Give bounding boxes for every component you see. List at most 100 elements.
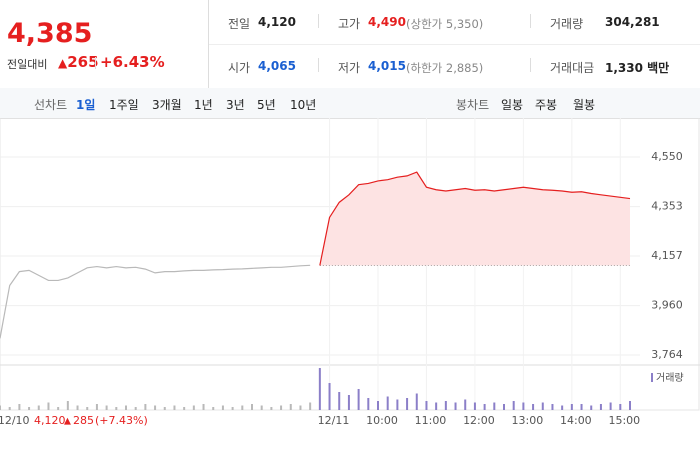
up-icon: ▲ xyxy=(64,417,71,427)
tab-label: 선차트 xyxy=(34,98,68,112)
price-line xyxy=(0,264,311,339)
divider xyxy=(208,0,209,88)
y-tick-label: 4,353 xyxy=(651,200,683,213)
change: ▲265 xyxy=(58,53,99,71)
stat-value: 4,490 xyxy=(368,15,406,29)
x-tick-label: 10:00 xyxy=(366,414,398,427)
legend-marker xyxy=(651,373,653,382)
volume-bar xyxy=(231,407,234,410)
stat-label: 거래대금 xyxy=(550,61,595,75)
stat-value: 1,330 백만 xyxy=(605,61,670,75)
volume-bar xyxy=(357,389,360,410)
period-tab[interactable]: 1일 xyxy=(76,98,96,112)
volume-bar xyxy=(347,395,350,410)
volume-bar xyxy=(561,405,564,410)
volume-bar xyxy=(599,404,602,410)
divider xyxy=(209,44,700,45)
y-tick-label: 3,960 xyxy=(651,299,683,312)
volume-bar xyxy=(619,404,622,410)
period-tab[interactable]: 5년 xyxy=(257,98,276,112)
candle-tab[interactable]: 월봉 xyxy=(573,98,596,112)
price-line xyxy=(319,171,631,266)
volume-bar xyxy=(503,404,505,410)
x-tick-label: 12:00 xyxy=(463,414,495,427)
x-tick-label: 15:00 xyxy=(608,414,640,427)
candle-tab[interactable]: 주봉 xyxy=(535,98,558,112)
volume-bar xyxy=(28,407,31,410)
period-tab[interactable]: 3년 xyxy=(226,98,245,112)
volume-bar xyxy=(115,407,118,410)
volume-bar xyxy=(377,401,379,410)
divider xyxy=(95,57,96,69)
volume-bar xyxy=(221,405,224,410)
volume-bar xyxy=(483,404,486,410)
volume-bar xyxy=(154,405,157,410)
stat-label: 거래량 xyxy=(550,17,584,31)
volume-bar xyxy=(493,402,496,410)
volume-bar xyxy=(260,405,263,410)
change-label: 전일대비 xyxy=(7,58,48,71)
footer-price: 4,120 xyxy=(34,414,66,427)
period-tab[interactable]: 3개월 xyxy=(152,98,182,112)
divider xyxy=(530,58,531,72)
stat-value: 4,065 xyxy=(258,59,296,73)
volume-bar xyxy=(163,407,166,410)
volume-bar xyxy=(125,405,127,410)
divider xyxy=(318,58,319,72)
volume-bar xyxy=(202,404,205,410)
volume-bar xyxy=(76,405,79,410)
volume-bar xyxy=(66,401,69,410)
volume-bar xyxy=(183,407,186,410)
stat-note: (상한가 5,350) xyxy=(406,17,484,31)
volume-bar xyxy=(473,402,476,410)
volume-bar xyxy=(532,404,535,410)
stat-label: 전일 xyxy=(228,17,251,31)
period-tab[interactable]: 10년 xyxy=(290,98,317,112)
stat-note: (하한가 2,885) xyxy=(406,61,484,75)
period-tab[interactable]: 1주일 xyxy=(109,98,139,112)
volume-bar xyxy=(415,393,418,410)
volume-bar xyxy=(328,383,331,410)
volume-bar xyxy=(629,401,631,410)
volume-bar xyxy=(609,402,612,410)
stat-label: 고가 xyxy=(338,17,361,31)
candle-tab[interactable]: 일봉 xyxy=(501,98,524,112)
y-tick-label: 3,764 xyxy=(651,348,683,361)
volume-bar xyxy=(47,402,50,410)
volume-bar xyxy=(299,405,302,410)
volume-bar xyxy=(173,405,176,410)
volume-bar xyxy=(289,404,292,410)
divider xyxy=(530,14,531,28)
change-value: 265 xyxy=(67,53,99,71)
volume-bar xyxy=(522,402,525,410)
volume-bar xyxy=(251,404,253,410)
period-tab[interactable]: 1년 xyxy=(194,98,213,112)
volume-bar xyxy=(192,405,195,410)
volume-bar xyxy=(570,404,573,410)
area xyxy=(319,172,630,266)
footer-change: 285 xyxy=(73,414,94,427)
x-tick-label: 12/10 xyxy=(0,414,30,427)
volume-bar xyxy=(338,392,341,410)
x-tick-label: 12/11 xyxy=(318,414,350,427)
chart: 4,120 ▲ 285 (+7.43%) 3,764 3,960 4,157 4,35… xyxy=(0,118,700,427)
price: 4,385 xyxy=(7,18,93,49)
stat-value: 304,281 xyxy=(605,15,660,29)
stat-value: 4,120 xyxy=(258,15,296,29)
up-icon: ▲ xyxy=(58,56,68,70)
volume-bar xyxy=(309,402,312,410)
x-tick-label: 11:00 xyxy=(415,414,447,427)
y-tick-label: 4,550 xyxy=(651,150,683,163)
volume-bar xyxy=(541,402,544,410)
divider xyxy=(318,14,319,28)
x-tick-label: 14:00 xyxy=(560,414,592,427)
volume-bar xyxy=(435,402,438,410)
volume-bar xyxy=(580,404,583,410)
volume-bar xyxy=(512,401,515,410)
volume-bar xyxy=(95,404,98,410)
stat-label: 시가 xyxy=(228,61,251,75)
volume-bar xyxy=(454,402,457,410)
volume-bar xyxy=(444,401,447,410)
volume-bar xyxy=(406,398,409,410)
